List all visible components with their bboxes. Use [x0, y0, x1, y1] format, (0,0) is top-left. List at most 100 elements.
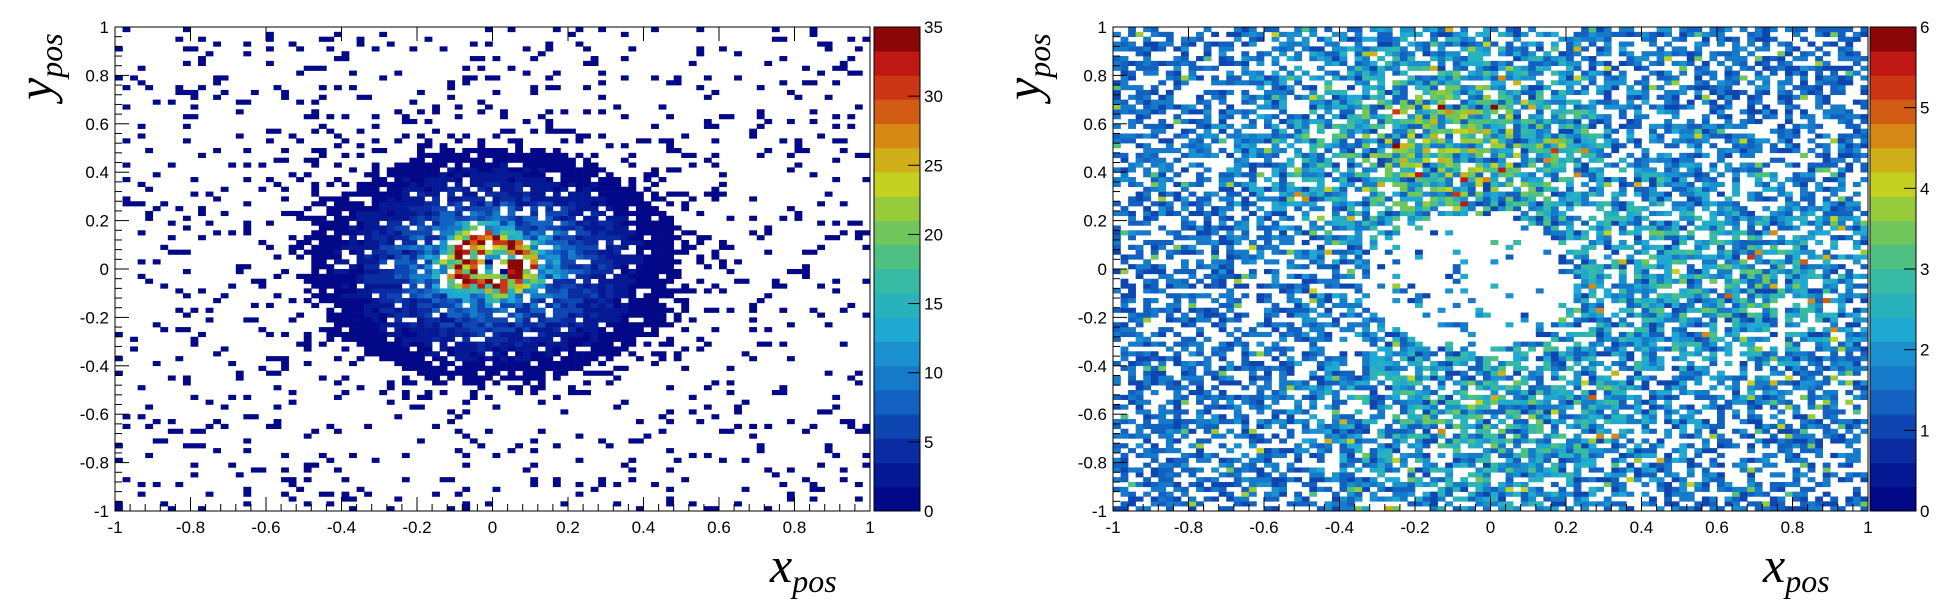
heatmap-cell — [1203, 220, 1212, 226]
heatmap-cell — [1150, 172, 1159, 178]
heatmap-cell — [1377, 114, 1386, 120]
heatmap-cell — [318, 273, 327, 279]
heatmap-cell — [243, 394, 252, 400]
heatmap-cell — [515, 327, 523, 333]
heatmap-cell — [552, 327, 561, 333]
heatmap-cell — [1188, 65, 1197, 71]
heatmap-cell — [1165, 438, 1174, 444]
heatmap-cell — [1158, 448, 1167, 454]
heatmap-cell — [1301, 254, 1310, 260]
heatmap-cell — [326, 36, 335, 42]
heatmap-cell — [530, 365, 539, 371]
heatmap-cell — [1120, 269, 1129, 275]
heatmap-cell — [1203, 56, 1212, 62]
heatmap-cell — [1354, 65, 1363, 71]
heatmap-cell — [484, 41, 493, 47]
heatmap-cell — [462, 380, 471, 386]
heatmap-cell — [1362, 118, 1370, 125]
heatmap-cell — [303, 278, 312, 284]
heatmap-cell — [477, 177, 486, 183]
heatmap-cell — [726, 380, 735, 386]
heatmap-cell — [1354, 423, 1363, 430]
heatmap-cell — [454, 210, 463, 217]
heatmap-cell — [1339, 89, 1348, 96]
y-tick-label: -0.2 — [80, 308, 109, 327]
heatmap-cell — [409, 298, 418, 304]
heatmap-cell — [462, 239, 471, 246]
heatmap-cell — [1369, 467, 1378, 473]
heatmap-cell — [1248, 327, 1257, 333]
heatmap-cell — [462, 486, 471, 492]
heatmap-cell — [500, 109, 508, 115]
heatmap-cell — [1180, 60, 1189, 67]
heatmap-cell — [492, 206, 501, 212]
heatmap-cell — [364, 264, 372, 270]
heatmap-cell — [1294, 399, 1303, 405]
heatmap-cell — [1279, 472, 1287, 478]
heatmap-cell — [469, 341, 478, 347]
heatmap-cell — [1264, 380, 1272, 386]
heatmap-cell — [545, 206, 554, 212]
heatmap-cell — [484, 172, 493, 178]
heatmap-cell — [182, 123, 191, 129]
heatmap-cell — [311, 273, 320, 279]
heatmap-cell — [220, 210, 229, 217]
heatmap-cell — [469, 307, 478, 313]
heatmap-cell — [620, 230, 629, 236]
heatmap-cell — [167, 220, 176, 226]
heatmap-cell — [590, 264, 599, 270]
heatmap-cell — [1165, 409, 1174, 415]
heatmap-cell — [462, 331, 471, 338]
heatmap-cell — [417, 302, 425, 309]
heatmap-cell — [379, 254, 388, 260]
heatmap-cell — [492, 167, 501, 173]
heatmap-cell — [462, 462, 471, 468]
heatmap-cell — [454, 181, 463, 188]
heatmap-cell — [1173, 235, 1182, 241]
heatmap-cell — [500, 375, 508, 381]
heatmap-cell — [1143, 414, 1152, 420]
heatmap-cell — [613, 225, 622, 231]
heatmap-cell — [1286, 428, 1295, 434]
heatmap-cell — [1279, 133, 1287, 139]
heatmap-cell — [552, 269, 561, 275]
heatmap-cell — [288, 496, 297, 502]
heatmap-cell — [349, 331, 357, 338]
heatmap-cell — [152, 206, 161, 212]
heatmap-cell — [1203, 419, 1212, 425]
heatmap-cell — [1203, 196, 1212, 202]
heatmap-cell — [447, 293, 456, 299]
heatmap-cell — [1347, 177, 1355, 183]
heatmap-cell — [1203, 201, 1212, 207]
heatmap-cell — [1120, 331, 1129, 338]
heatmap-cell — [1241, 356, 1250, 362]
heatmap-cell — [311, 201, 320, 207]
heatmap-cell — [779, 36, 788, 42]
heatmap-cell — [1165, 283, 1174, 289]
heatmap-cell — [326, 46, 335, 52]
heatmap-cell — [462, 206, 471, 212]
heatmap-cell — [1377, 99, 1386, 105]
heatmap-cell — [1384, 428, 1393, 434]
heatmap-cell — [439, 230, 448, 236]
heatmap-cell — [1339, 133, 1348, 139]
heatmap-cell — [356, 322, 365, 328]
heatmap-cell — [1128, 467, 1136, 473]
heatmap-cell — [1150, 148, 1159, 154]
heatmap-cell — [590, 273, 599, 279]
heatmap-cell — [583, 201, 591, 207]
heatmap-cell — [590, 288, 599, 294]
heatmap-cell — [477, 201, 486, 207]
heatmap-cell — [537, 148, 546, 154]
heatmap-cell — [303, 477, 312, 483]
heatmap-cell — [1203, 239, 1212, 246]
heatmap-cell — [394, 327, 403, 333]
heatmap-cell — [386, 346, 395, 352]
heatmap-cell — [1301, 249, 1310, 255]
heatmap-cell — [1286, 123, 1295, 129]
heatmap-cell — [349, 278, 357, 284]
heatmap-cell — [1143, 477, 1152, 483]
heatmap-cell — [1316, 380, 1325, 386]
heatmap-cell — [620, 191, 629, 197]
heatmap-cell — [462, 157, 471, 163]
